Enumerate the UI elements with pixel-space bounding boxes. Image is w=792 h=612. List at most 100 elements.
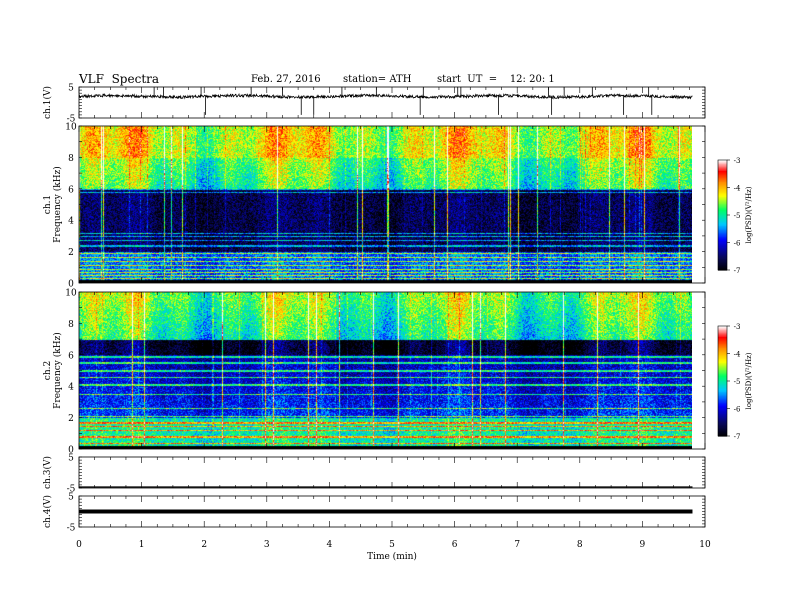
ch1-spectrogram-colorbar-cell [718, 245, 727, 248]
ch3-ytick-label: -5 [67, 485, 76, 495]
x-tick-label: 6 [452, 540, 458, 550]
ch1-spectrogram-colorbar-cell [718, 248, 727, 250]
ch2-spectrogram-ytick-label: 0 [68, 446, 74, 456]
ch2-spectrogram-colorbar-cell [718, 430, 727, 433]
ch1-spectrogram-colorbar-cell [718, 177, 727, 180]
ch2-spectrogram-colorbar-cell [718, 361, 727, 364]
ch2-spectrogram-colorbar-cell [718, 339, 727, 342]
ch2-spectrogram-colorbar-tick-label: -4 [734, 351, 741, 359]
ch2-spectrogram-colorbar-cell [718, 359, 727, 361]
ch1-spectrogram-colorbar-cell [718, 209, 727, 212]
ch3-ytick-label: 5 [68, 454, 74, 464]
ch1-spectrogram-ytick-label: 8 [68, 154, 74, 164]
ch2-spectrogram-colorbar-tick-label: -3 [734, 323, 741, 331]
ch1-spectrogram-colorbar-cell [718, 183, 727, 186]
ch2-spectrogram-colorbar-cell [718, 385, 727, 388]
ch1-spectrogram-ylabel: ch.1 [43, 195, 53, 214]
ch2-spectrogram-ytick-label: 2 [68, 414, 74, 424]
ch1-spectrogram-colorbar-cell [718, 252, 727, 255]
ch2-spectrogram-colorbar-cell [718, 419, 727, 422]
ch1-spectrogram-colorbar-cell [718, 224, 727, 227]
ch1-spectrogram-colorbar-cell [718, 235, 727, 238]
ch2-spectrogram-colorbar-cell [718, 378, 727, 381]
ch2-spectrogram-colorbar-cell [718, 390, 727, 393]
ch1-spectrogram-ytick-label: 2 [68, 248, 74, 258]
ch2-spectrogram-colorbar-cell [718, 365, 727, 368]
ch2-spectrogram-ylabel: ch.2 [43, 361, 53, 380]
start-time-label: start UT = 12: 20: 1 [437, 74, 555, 85]
ch2-spectrogram-colorbar-cell [718, 431, 727, 434]
ch2-spectrogram-ytick-label: 6 [68, 351, 74, 361]
ch3-ylabel: ch.3(V) [42, 456, 53, 489]
ch2-spectrogram-colorbar-cell [718, 370, 727, 372]
ch1-spectrogram-colorbar-cell [718, 226, 727, 228]
ch1-spectrogram-colorbar-cell [718, 173, 727, 176]
ch1-spectrogram-colorbar-cell [718, 180, 727, 183]
ch2-spectrogram-colorbar-cell [718, 350, 727, 353]
ch2-spectrogram-colorbar-cell [718, 343, 727, 346]
ch1-spectrogram-colorbar-cell [718, 267, 727, 270]
ch1-spectrogram-colorbar-tick-label: -3 [734, 157, 741, 165]
ch2-spectrogram-colorbar-cell [718, 434, 727, 437]
ch2-spectrogram-colorbar-cell [718, 433, 727, 436]
ch2-spectrogram-image [79, 292, 692, 449]
ch1-spectrogram-colorbar [718, 160, 727, 271]
x-tick-label: 9 [640, 540, 646, 550]
ch1-spectrogram-colorbar-cell [718, 199, 727, 202]
ch2-spectrogram-colorbar-cell [718, 335, 727, 338]
ch1-spectrogram-colorbar-cell [718, 256, 727, 259]
ch1-spectrogram-colorbar-cell [718, 172, 727, 175]
date-label: Feb. 27, 2016 [251, 74, 321, 85]
ch2-spectrogram-colorbar-cell [718, 403, 727, 405]
ch1-spectrogram-colorbar-cell [718, 265, 727, 268]
ch2-spectrogram-colorbar-cell [718, 367, 727, 370]
ch1-spectrogram-colorbar-cell [718, 250, 727, 253]
ch2-spectrogram-colorbar-cell [718, 392, 727, 394]
ch1-spectrogram-colorbar-cell [718, 213, 727, 216]
ch2-spectrogram-colorbar-cell [718, 374, 727, 377]
ch2-spectrogram-colorbar-cell [718, 346, 727, 349]
ch2-spectrogram-colorbar-cell [718, 331, 727, 334]
ch2-spectrogram-colorbar-cell [718, 401, 727, 404]
ch2-spectrogram-colorbar-cell [718, 349, 727, 352]
ch2-spectrogram-colorbar-cell [718, 341, 727, 344]
ch1-spectrogram-colorbar-cell [718, 253, 727, 256]
ch1-spectrogram-colorbar-cell [718, 257, 727, 260]
ch1-spectrogram-colorbar-cell [718, 187, 727, 190]
ch2-spectrogram-colorbar-cell [718, 416, 727, 419]
ch2-spectrogram-heatmap [79, 292, 692, 449]
ch2-spectrogram-colorbar-cell [718, 426, 727, 429]
ch1-spectrogram-colorbar-cell [718, 195, 727, 198]
x-axis-label: Time (min) [367, 551, 417, 562]
ch2-spectrogram-ytick-label: 8 [68, 320, 74, 330]
ch2-spectrogram-colorbar-cell [718, 326, 727, 328]
ch1-spectrogram-colorbar-cell [718, 223, 727, 226]
ch2-spectrogram-colorbar-cell [718, 345, 727, 348]
x-tick-label: 2 [201, 540, 207, 550]
ch2-spectrogram-colorbar-tick-label: -7 [734, 433, 741, 441]
ch1-spectrogram-colorbar-tick-label: -6 [734, 240, 741, 248]
ch2-spectrogram-colorbar-cell [718, 420, 727, 423]
ch1-spectrogram-colorbar-cell [718, 264, 727, 267]
ch2-spectrogram-colorbar-cell [718, 382, 727, 385]
ch2-spectrogram-colorbar-cell [718, 328, 727, 331]
ch2-spectrogram-colorbar-cell [718, 409, 727, 412]
ch2-spectrogram-colorbar-cell [718, 372, 727, 375]
ch1-spectrogram-colorbar-cell [718, 166, 727, 169]
ch1-spectrogram-colorbar-cell [718, 254, 727, 257]
ch2-spectrogram-colorbar-cell [718, 379, 727, 382]
ch1-spectrogram-colorbar-cell [718, 237, 727, 239]
ch2-spectrogram-colorbar-cell [718, 383, 727, 386]
ch4-ytick-label: 5 [68, 493, 74, 503]
ch2-spectrogram-colorbar-cell [718, 418, 727, 421]
ch1-ytick-label: -5 [67, 115, 76, 125]
ch2-spectrogram-colorbar-cell [718, 353, 727, 356]
ch2-spectrogram-colorbar-cell [718, 397, 727, 400]
ch1-spectrogram-colorbar-cell [718, 198, 727, 201]
ch1-spectrogram-colorbar-cell [718, 204, 727, 206]
ch1-spectrogram-colorbar-cell [718, 168, 727, 171]
ch1-spectrogram-colorbar-cell [718, 164, 727, 167]
ch2-spectrogram-colorbar-cell [718, 400, 727, 403]
ch1-spectrogram-colorbar-cell [718, 249, 727, 252]
ch2-spectrogram-colorbar-cell [718, 327, 727, 330]
